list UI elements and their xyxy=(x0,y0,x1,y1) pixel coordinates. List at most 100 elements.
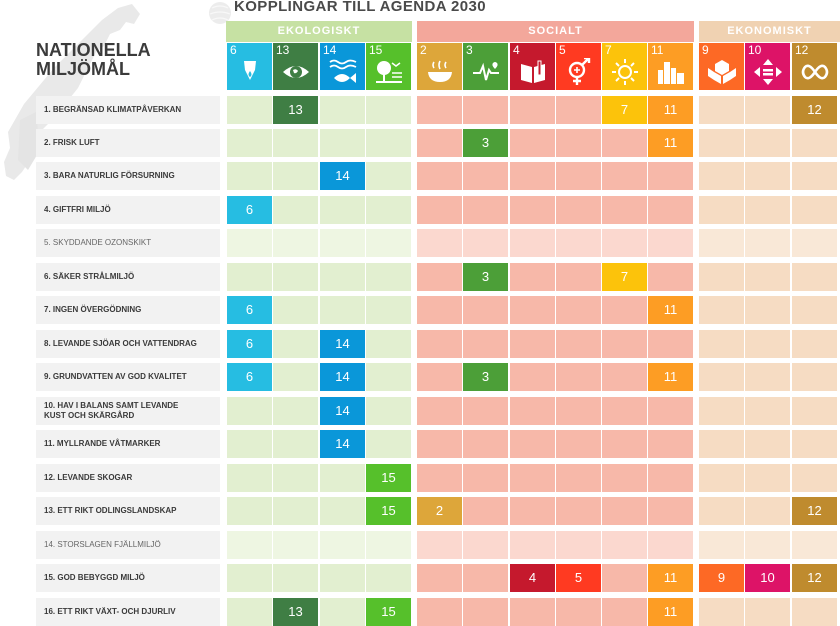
matrix-cell xyxy=(556,229,601,257)
matrix-cell xyxy=(510,531,555,559)
matrix-cell: 6 xyxy=(227,196,272,224)
goal-link-value: 11 xyxy=(663,135,678,150)
goal-number: 12 xyxy=(795,43,809,57)
matrix-cell xyxy=(699,330,744,358)
goal-link-value: 9 xyxy=(717,570,726,585)
matrix-cell xyxy=(227,564,272,592)
matrix-cell xyxy=(699,397,744,425)
matrix-cell: 15 xyxy=(366,497,411,525)
goal-link-value: 6 xyxy=(245,202,254,217)
matrix-cell: 12 xyxy=(792,96,837,124)
matrix-cell xyxy=(227,263,272,291)
row-label: 11. MYLLRANDE VÅTMARKER xyxy=(36,430,220,458)
matrix-cell xyxy=(745,531,790,559)
matrix-cell xyxy=(745,598,790,626)
matrix-cell xyxy=(699,598,744,626)
matrix-cell xyxy=(417,363,462,391)
cubes-icon xyxy=(708,60,736,84)
matrix-cell xyxy=(745,263,790,291)
goal-header-5: 5 xyxy=(556,43,601,90)
matrix-cell xyxy=(792,162,837,190)
matrix-cell xyxy=(463,598,508,626)
matrix-cell xyxy=(745,330,790,358)
goal-link-value: 11 xyxy=(663,604,678,619)
matrix-cell xyxy=(320,129,365,157)
goal-number: 11 xyxy=(651,43,664,57)
matrix-cell xyxy=(320,564,365,592)
matrix-cell xyxy=(602,430,647,458)
matrix-cell xyxy=(417,229,462,257)
matrix-cell xyxy=(510,129,555,157)
matrix-cell: 5 xyxy=(556,564,601,592)
matrix-cell xyxy=(556,296,601,324)
matrix-cell xyxy=(366,96,411,124)
matrix-cell xyxy=(463,531,508,559)
matrix-cell xyxy=(745,196,790,224)
heartbeat-icon xyxy=(473,62,499,81)
matrix-cell xyxy=(792,397,837,425)
matrix-cell xyxy=(699,162,744,190)
matrix-cell xyxy=(648,263,693,291)
goal-link-value: 14 xyxy=(335,436,350,451)
goal-header-15: 15 xyxy=(366,43,411,90)
matrix-cell xyxy=(556,196,601,224)
group-header-ekon: EKONOMISKT xyxy=(699,21,840,42)
matrix-cell xyxy=(699,531,744,559)
matrix-cell xyxy=(273,129,318,157)
matrix-cell: 14 xyxy=(320,430,365,458)
goal-number: 4 xyxy=(513,43,520,57)
matrix-cell xyxy=(366,196,411,224)
row-label: 14. STORSLAGEN FJÄLLMILJÖ xyxy=(36,531,220,559)
matrix-cell: 3 xyxy=(463,129,508,157)
matrix-cell xyxy=(556,96,601,124)
matrix-cell xyxy=(463,330,508,358)
matrix-cell xyxy=(366,263,411,291)
matrix-cell xyxy=(510,598,555,626)
matrix-cell xyxy=(227,598,272,626)
matrix-cell xyxy=(556,397,601,425)
goal-link-value: 12 xyxy=(807,503,822,518)
matrix-cell xyxy=(745,464,790,492)
goal-link-value: 15 xyxy=(381,604,396,619)
matrix-cell xyxy=(556,263,601,291)
matrix-cell xyxy=(366,531,411,559)
goal-link-value: 6 xyxy=(245,302,254,317)
goal-link-value: 11 xyxy=(663,369,678,384)
matrix-cell xyxy=(699,196,744,224)
matrix-cell xyxy=(699,464,744,492)
matrix-cell xyxy=(320,464,365,492)
matrix-cell xyxy=(699,497,744,525)
matrix-cell xyxy=(320,598,365,626)
matrix-cell xyxy=(556,531,601,559)
row-label: 13. ETT RIKT ODLINGSLANDSKAP xyxy=(36,497,220,525)
matrix-cell xyxy=(273,564,318,592)
goal-link-value: 11 xyxy=(663,302,678,317)
matrix-cell xyxy=(227,531,272,559)
goal-header-14: 14 xyxy=(320,43,365,90)
matrix-cell: 11 xyxy=(648,96,693,124)
matrix-cell xyxy=(602,464,647,492)
matrix-cell xyxy=(648,497,693,525)
matrix-cell xyxy=(463,229,508,257)
matrix-cell xyxy=(463,397,508,425)
matrix-cell xyxy=(510,96,555,124)
matrix-cell xyxy=(417,196,462,224)
matrix-cell xyxy=(699,129,744,157)
matrix-cell: 14 xyxy=(320,330,365,358)
matrix-cell xyxy=(648,196,693,224)
matrix-cell xyxy=(463,162,508,190)
matrix-cell xyxy=(227,129,272,157)
goal-link-value: 14 xyxy=(335,369,350,384)
matrix-cell xyxy=(227,96,272,124)
matrix-cell xyxy=(510,497,555,525)
matrix-cell: 3 xyxy=(463,363,508,391)
city-icon xyxy=(658,62,684,84)
matrix-cell xyxy=(792,263,837,291)
matrix-cell: 11 xyxy=(648,598,693,626)
matrix-cell xyxy=(510,229,555,257)
matrix-cell xyxy=(699,263,744,291)
goal-link-value: 14 xyxy=(335,168,350,183)
matrix-cell xyxy=(510,464,555,492)
matrix-cell xyxy=(556,497,601,525)
matrix-cell: 3 xyxy=(463,263,508,291)
